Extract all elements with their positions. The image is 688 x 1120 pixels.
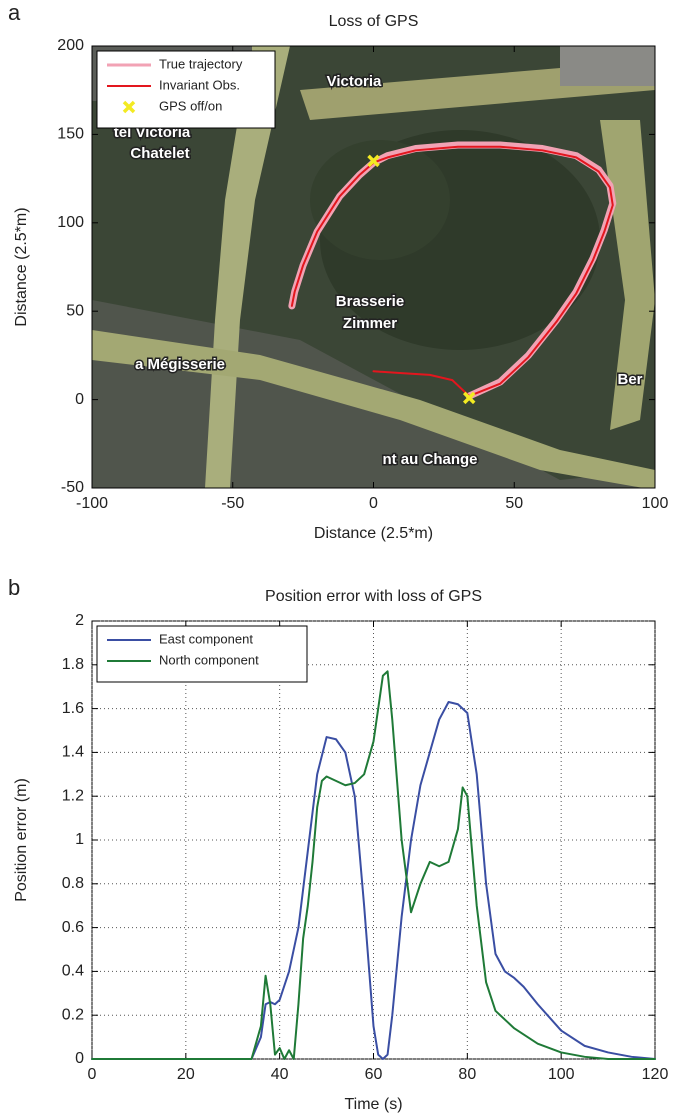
x-axis-label: Distance (2.5*m) (314, 525, 433, 542)
map-label: Ber (617, 371, 642, 388)
x-tick-label: 100 (548, 1066, 575, 1083)
map-label: Zimmer (343, 315, 397, 332)
y-tick-label: 0.6 (62, 919, 84, 936)
x-tick-label: -50 (221, 495, 244, 512)
y-tick-label: 150 (57, 126, 84, 143)
x-tick-label: 120 (642, 1066, 669, 1083)
map-label: Chatelet (130, 145, 189, 162)
x-axis-label: Time (s) (344, 1096, 402, 1113)
legend-label: GPS off/on (159, 98, 222, 113)
legend-swatch (122, 100, 136, 114)
y-tick-label: 1.2 (62, 787, 84, 804)
y-tick-label: 0.2 (62, 1006, 84, 1023)
y-tick-label: 0 (75, 391, 84, 408)
y-tick-label: 1.4 (62, 744, 84, 761)
y-tick-label: 100 (57, 214, 84, 231)
x-tick-label: 80 (458, 1066, 476, 1083)
map-label: Victoria (327, 73, 382, 90)
x-tick-label: 100 (642, 495, 669, 512)
x-tick-label: 60 (365, 1066, 383, 1083)
legend-label: Invariant Obs. (159, 77, 240, 92)
series-line (290, 145, 614, 398)
map-label: nt au Change (382, 451, 477, 468)
legend-label: North component (159, 652, 259, 667)
marker (367, 154, 380, 168)
legend-label: East component (159, 631, 253, 646)
panel-label: b (8, 575, 20, 600)
y-tick-label: 0.4 (62, 963, 84, 980)
map-label: Brasserie (336, 293, 404, 310)
y-tick-label: 1 (75, 831, 84, 848)
legend-label: True trajectory (159, 56, 243, 71)
legend-box (96, 625, 308, 683)
map-background (92, 46, 655, 488)
x-tick-label: 50 (505, 495, 523, 512)
y-tick-label: 2 (75, 612, 84, 629)
y-tick-label: 1.8 (62, 656, 84, 673)
y-axis-label: Position error (m) (13, 778, 30, 902)
series-line (91, 701, 656, 1060)
y-axis-label: Distance (2.5*m) (13, 207, 30, 326)
x-tick-label: -100 (76, 495, 108, 512)
y-tick-label: 0.8 (62, 875, 84, 892)
y-tick-label: 1.6 (62, 700, 84, 717)
series-line (91, 670, 656, 1060)
chart-title: Loss of GPS (329, 13, 419, 30)
x-tick-label: 40 (271, 1066, 289, 1083)
x-tick-label: 0 (88, 1066, 97, 1083)
y-tick-label: -50 (61, 479, 84, 496)
chart-title: Position error with loss of GPS (265, 588, 482, 605)
y-tick-label: 200 (57, 37, 84, 54)
y-tick-label: 50 (66, 302, 84, 319)
panel-label: a (8, 0, 21, 25)
map-label: a Mégisserie (135, 356, 225, 373)
marker (462, 391, 476, 405)
y-tick-label: 0 (75, 1050, 84, 1067)
x-tick-label: 20 (177, 1066, 195, 1083)
x-tick-label: 0 (369, 495, 378, 512)
